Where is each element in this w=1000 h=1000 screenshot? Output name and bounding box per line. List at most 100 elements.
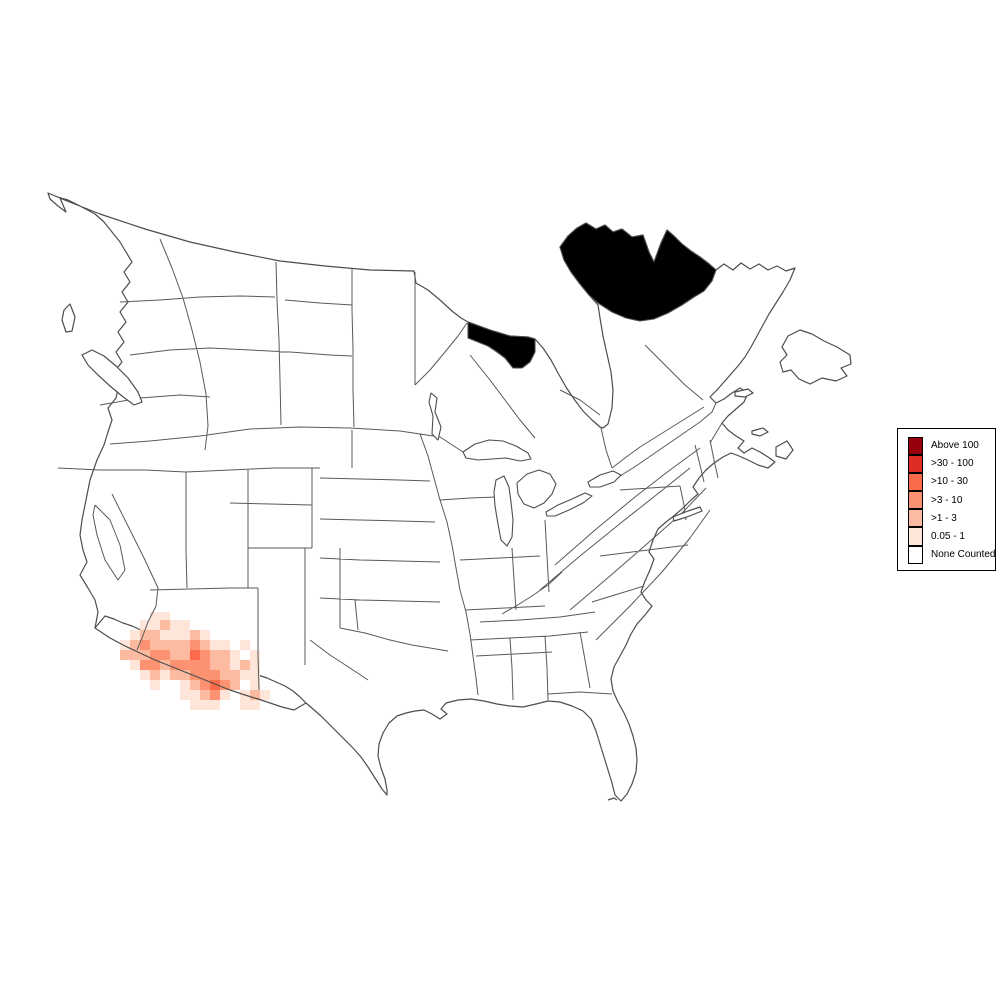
raster-cell xyxy=(180,670,190,680)
raster-cell xyxy=(230,660,240,670)
long-island xyxy=(672,506,703,522)
lake-huron xyxy=(516,469,557,509)
raster-cell xyxy=(190,660,200,670)
raster-cell xyxy=(150,660,160,670)
raster-cell xyxy=(190,680,200,690)
legend-swatch xyxy=(908,527,923,546)
raster-cell xyxy=(160,620,170,630)
raster-cell xyxy=(130,660,140,670)
raster-cell xyxy=(180,630,190,640)
raster-cell xyxy=(130,650,140,660)
raster-cell xyxy=(240,670,250,680)
raster-cell xyxy=(250,690,260,700)
raster-cell xyxy=(230,680,240,690)
raster-cell xyxy=(250,680,260,690)
raster-cell xyxy=(130,640,140,650)
raster-cell xyxy=(200,690,210,700)
anticosti-island xyxy=(734,388,754,398)
raster-cell xyxy=(200,630,210,640)
unsampled-region-west xyxy=(467,321,536,369)
raster-cell xyxy=(180,640,190,650)
raster-cell xyxy=(150,650,160,660)
raster-cell xyxy=(230,670,240,680)
raster-cell xyxy=(210,690,220,700)
raster-cell xyxy=(150,612,160,622)
raster-cell xyxy=(240,700,250,710)
raster-cell xyxy=(180,680,190,690)
legend-items: Above 100 >30 - 100 >10 - 30 >3 - 10 >1 - 3 0… xyxy=(908,436,996,564)
raster-cell xyxy=(160,612,170,622)
continent-boundary-stroke xyxy=(94,627,307,711)
raster-cell xyxy=(200,680,210,690)
legend-label: Above 100 xyxy=(931,440,979,452)
raster-cell xyxy=(220,650,230,660)
raster-cell xyxy=(170,670,180,680)
raster-cell xyxy=(140,670,150,680)
raster-cell xyxy=(140,630,150,640)
unsampled-region-north xyxy=(559,222,717,322)
legend-swatch xyxy=(908,454,923,473)
islands xyxy=(47,192,852,801)
lake-michigan xyxy=(493,475,514,547)
raster-cell xyxy=(190,700,200,710)
strata-boundaries xyxy=(57,238,723,701)
raster-cell xyxy=(200,670,210,680)
raster-cell xyxy=(160,630,170,640)
raster-cell xyxy=(160,640,170,650)
raster-cell xyxy=(150,640,160,650)
raster-cell xyxy=(170,650,180,660)
raster-cell xyxy=(210,650,220,660)
raster-cell xyxy=(140,660,150,670)
raster-cell xyxy=(200,650,210,660)
legend-item: >3 - 10 xyxy=(908,491,995,510)
legend-item: 0.05 - 1 xyxy=(908,527,995,546)
legend-item: >30 - 100 xyxy=(908,454,995,473)
raster-cell xyxy=(220,670,230,680)
raster-cell xyxy=(160,650,170,660)
legend-item: None Counted xyxy=(908,545,996,564)
legend-swatch xyxy=(908,472,923,492)
legend-swatch xyxy=(908,545,923,564)
raster-cell xyxy=(140,640,150,650)
raster-cell xyxy=(190,640,200,650)
raster-cell xyxy=(220,640,230,650)
lakes xyxy=(428,392,622,547)
legend-swatch xyxy=(908,509,923,528)
raster-cell xyxy=(220,660,230,670)
newfoundland-island xyxy=(779,329,852,385)
raster-cell xyxy=(180,660,190,670)
legend-swatch xyxy=(908,491,923,510)
raster-cell xyxy=(150,670,160,680)
raster-cell xyxy=(210,700,220,710)
raster-cell xyxy=(210,670,220,680)
raster-cell xyxy=(220,690,230,700)
raster-cell xyxy=(170,660,180,670)
raster-cell xyxy=(180,620,190,630)
raster-cell xyxy=(120,640,130,650)
raster-cell xyxy=(170,630,180,640)
prince-edward-island xyxy=(751,427,769,437)
legend-label: None Counted xyxy=(931,549,996,561)
raster-cell xyxy=(180,690,190,700)
raster-cell xyxy=(140,620,150,630)
legend-label: 0.05 - 1 xyxy=(931,531,965,543)
raster-cell xyxy=(260,690,270,700)
raster-cell xyxy=(190,670,200,680)
legend-label: >30 - 100 xyxy=(931,458,974,470)
raster-cell xyxy=(200,700,210,710)
raster-cell xyxy=(250,650,260,660)
raster-cell xyxy=(230,650,240,660)
raster-cell xyxy=(240,660,250,670)
raster-cell xyxy=(170,640,180,650)
florida-keys xyxy=(607,797,618,801)
raster-cell xyxy=(200,660,210,670)
raster-cell xyxy=(210,680,220,690)
raster-cell xyxy=(150,680,160,690)
legend-swatch xyxy=(908,436,923,455)
legend-item: >1 - 3 xyxy=(908,509,995,528)
lake-erie xyxy=(545,492,593,517)
raster-cell xyxy=(190,690,200,700)
raster-cell xyxy=(240,640,250,650)
